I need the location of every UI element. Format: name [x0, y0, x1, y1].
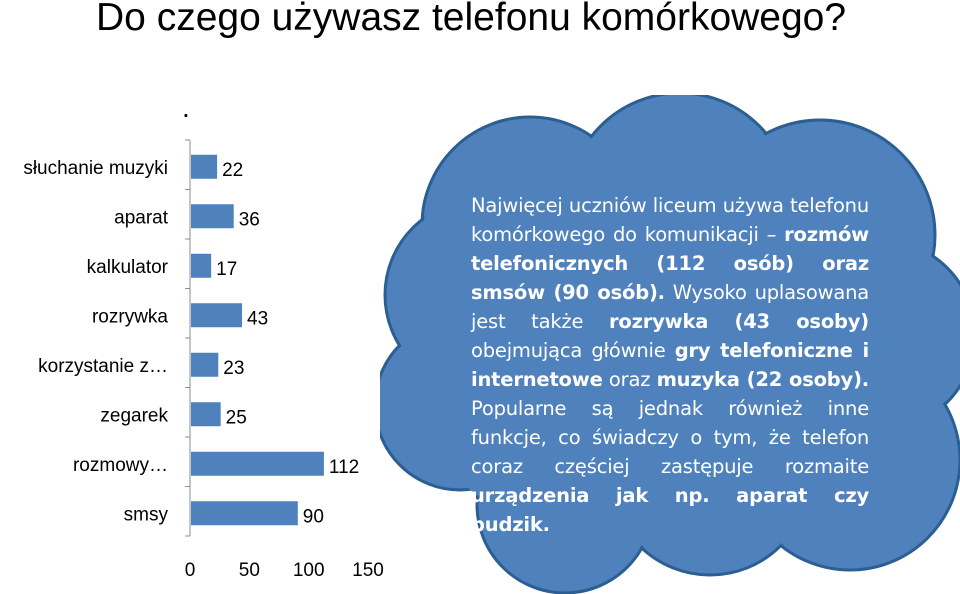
slide-title: Do czego używasz telefonu komórkowego?: [96, 0, 847, 39]
bar-chart: słuchanie muzyki 22 aparat 36 kalkulator 17 ro…: [23, 139, 384, 581]
bar: [191, 204, 234, 229]
cloud-text-bold-2: rozrywka (43 osoby): [608, 310, 869, 333]
category-label: zegarek: [100, 405, 168, 426]
category-label: kalkulator: [87, 257, 169, 278]
category-label: smsy: [124, 504, 169, 525]
bar: [191, 501, 298, 526]
bar: [191, 154, 218, 179]
cloud-text-part-2: Wysoko uplasowana jest także: [471, 281, 869, 333]
data-label: 43: [247, 308, 268, 329]
data-label: 112: [329, 457, 359, 478]
bar: [191, 303, 243, 328]
x-tick-label: 0: [185, 560, 196, 581]
cloud-text-bold-5: urządzenia jak np. aparat czy budzik.: [471, 484, 869, 536]
cloud-text-bold-4: muzyka (22 osoby).: [656, 368, 870, 391]
data-label: 25: [226, 407, 247, 428]
category-label: rozmowy…: [73, 455, 168, 476]
cloud-text-part-1: Najwięcej uczniów liceum używa telefonu …: [471, 194, 869, 246]
bar: [191, 451, 324, 476]
cloud-text-part-4: oraz: [602, 368, 657, 391]
bar: [191, 253, 212, 278]
data-label: 90: [303, 506, 324, 527]
bar: [191, 352, 219, 377]
category-label: słuchanie muzyki: [23, 158, 168, 179]
cloud-core: [450, 185, 880, 505]
cloud-text-bold-3: gry telefoniczne i internetowe: [471, 339, 869, 391]
dot-mark: .: [182, 92, 190, 123]
data-label: 17: [216, 259, 237, 280]
thought-cloud: [380, 95, 960, 594]
data-label: 23: [223, 358, 244, 379]
cloud-text: Najwięcej uczniów liceum używa telefonu …: [471, 191, 869, 539]
data-label: 36: [239, 209, 260, 230]
bar: [191, 402, 221, 427]
category-label: rozrywka: [92, 306, 168, 327]
cloud-text-part-3: obejmująca głównie: [471, 339, 675, 362]
data-label: 22: [222, 160, 243, 181]
x-tick-label: 150: [352, 560, 384, 581]
category-label: korzystanie z…: [38, 356, 168, 377]
x-tick-label: 100: [293, 560, 325, 581]
x-tick-label: 50: [239, 560, 260, 581]
cloud-text-part-5: Popularne są jednak również inne funkcje…: [471, 397, 869, 478]
cloud-text-bold-1: rozmów telefonicznych (112 osób) oraz sm…: [471, 223, 869, 304]
category-label: aparat: [114, 207, 169, 228]
